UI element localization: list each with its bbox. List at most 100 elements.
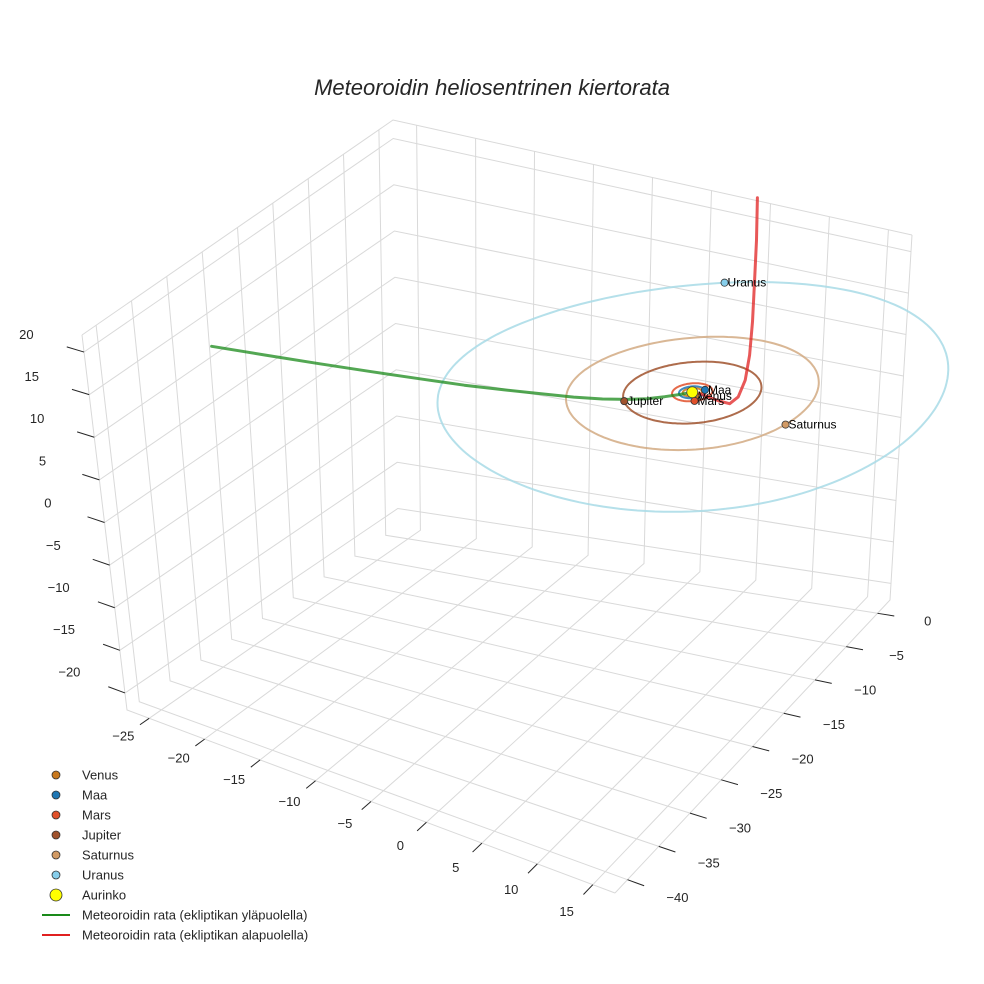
x-tick	[472, 842, 483, 853]
gridline-z	[124, 507, 892, 694]
legend-label: Jupiter	[82, 828, 122, 843]
y-tick-label: −40	[666, 890, 688, 905]
track-below-ecliptic	[690, 196, 759, 406]
gridline-y	[95, 325, 628, 881]
gridline-x	[259, 151, 535, 761]
z-tick	[71, 388, 90, 396]
planet-label-saturnus: Saturnus	[789, 418, 837, 432]
y-tick-label: −20	[792, 752, 814, 767]
gridline-x	[370, 177, 653, 802]
gridline-z	[109, 369, 899, 566]
gridline-z	[104, 322, 902, 523]
z-tick	[82, 473, 100, 481]
x-tick-label: −10	[278, 794, 300, 809]
x-tick-label: 0	[397, 838, 404, 853]
x-tick	[583, 884, 594, 895]
pane-edge	[81, 119, 913, 336]
pane-edge	[614, 234, 913, 894]
gridline-z	[94, 230, 907, 438]
gridline-y	[307, 178, 816, 681]
planet-marker-jupiter	[620, 397, 629, 406]
gridline-y	[166, 276, 691, 814]
legend-label: Maa	[82, 788, 108, 803]
y-tick-label: −15	[823, 717, 845, 732]
y-tick-label: −5	[889, 648, 904, 663]
z-tick-label: 10	[30, 411, 44, 426]
chart-title: Meteoroidin heliosentrinen kiertorata	[314, 75, 670, 100]
planet-label-uranus: Uranus	[728, 276, 767, 290]
gridline-x	[592, 229, 889, 886]
planet-marker-maa	[700, 385, 709, 394]
legend-label: Venus	[82, 768, 119, 783]
z-tick	[76, 431, 95, 438]
z-tick-label: 5	[39, 453, 46, 468]
y-tick-label: 0	[924, 613, 931, 628]
legend: Venus Maa Mars Jupiter Saturnus Uranus Aurinko…	[42, 768, 308, 943]
x-tick-label: 5	[452, 860, 459, 875]
y-tick	[846, 646, 864, 651]
gridline-x	[148, 125, 421, 719]
y-tick	[814, 679, 832, 684]
gridline-y	[343, 154, 847, 648]
x-tick	[361, 801, 372, 810]
y-tick	[783, 712, 801, 718]
legend-label: Meteoroidin rata (ekliptikan alapuolella…	[82, 928, 308, 943]
z-tick	[66, 346, 85, 353]
z-tick	[102, 643, 121, 651]
legend-marker	[51, 810, 61, 820]
legend-label: Mars	[82, 808, 111, 823]
z-tick	[87, 516, 105, 523]
gridline-y	[201, 251, 722, 781]
x-tick	[527, 863, 538, 874]
y-tick	[658, 845, 676, 853]
y-tick	[752, 746, 770, 752]
gridline-y	[378, 129, 878, 614]
gridline-x	[315, 164, 594, 782]
gridline-y	[272, 203, 784, 714]
planet-label-jupiter: Jupiter	[627, 394, 663, 408]
orbit-saturnus	[564, 335, 820, 452]
legend-marker	[51, 870, 61, 880]
y-tick-label: −25	[760, 786, 782, 801]
y-tick	[877, 612, 895, 617]
gridline-z	[99, 276, 904, 481]
gridline-x	[204, 138, 477, 740]
legend-label: Meteoroidin rata (ekliptikan yläpuolella…	[82, 908, 307, 923]
gridline-x	[426, 190, 712, 823]
legend-label: Aurinko	[82, 888, 126, 903]
x-tick-label: −20	[168, 750, 190, 765]
x-tick	[416, 821, 427, 832]
z-tick-label: 0	[44, 496, 51, 511]
gridline-y	[131, 300, 659, 847]
planet-marker-uranus	[720, 278, 729, 287]
floor-pane	[127, 527, 890, 893]
gridline-z	[114, 415, 897, 609]
y-tick	[627, 879, 645, 887]
legend-marker	[51, 790, 61, 800]
planet-label-mars: Mars	[698, 394, 725, 408]
x-tick-label: 15	[559, 904, 573, 919]
z-tick-label: 15	[25, 369, 39, 384]
gridline-x	[537, 216, 830, 865]
x-tick	[195, 738, 205, 747]
z-tick-label: −20	[58, 664, 80, 679]
x-tick	[139, 717, 150, 726]
y-tick-label: −30	[729, 821, 751, 836]
orbit-jupiter	[622, 360, 763, 425]
x-tick	[250, 759, 261, 768]
meteoroid-tracks	[210, 196, 759, 406]
x-tick	[305, 780, 316, 789]
gridline-y	[237, 227, 753, 747]
planet-orbits	[436, 281, 950, 513]
gridline-z	[88, 184, 909, 396]
orbit-uranus	[436, 281, 950, 513]
planet-marker-saturnus	[781, 420, 790, 429]
axis-panes	[127, 527, 890, 893]
legend-marker	[51, 830, 61, 840]
z-tick	[108, 686, 126, 694]
gridline-x	[481, 203, 771, 844]
gridline-z	[119, 461, 894, 651]
gridline-z	[83, 137, 912, 353]
legend-marker	[49, 888, 63, 902]
